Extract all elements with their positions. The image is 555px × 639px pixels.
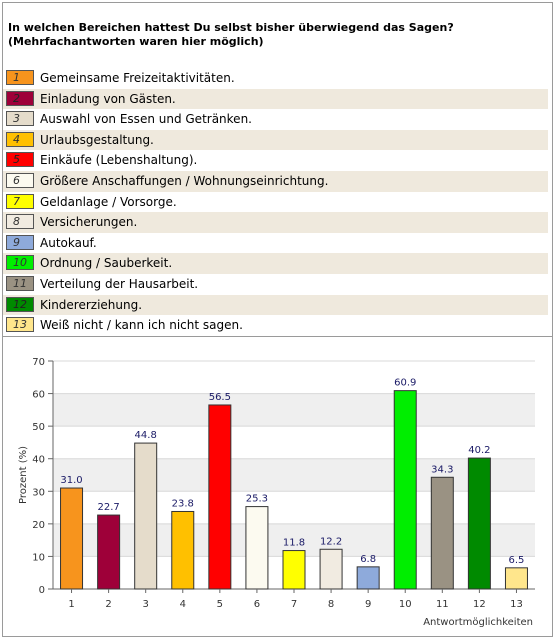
legend-label: Urlaubsgestaltung. bbox=[40, 132, 154, 147]
question-line-1: In welchen Bereichen hattest Du selbst b… bbox=[8, 21, 454, 34]
legend-label: Einladung von Gästen. bbox=[40, 91, 176, 106]
legend-item: 13 Weiß nicht / kann ich nicht sagen. bbox=[3, 315, 548, 336]
x-tick-label: 11 bbox=[436, 599, 449, 610]
y-tick-label: 20 bbox=[32, 520, 45, 531]
bar bbox=[467, 457, 491, 590]
bar-value-label: 44.8 bbox=[135, 430, 157, 441]
legend-swatch: 6 bbox=[6, 172, 34, 188]
legend-label: Geldanlage / Vorsorge. bbox=[40, 194, 177, 209]
legend-label: Ordnung / Sauberkeit. bbox=[40, 256, 173, 271]
bar bbox=[282, 550, 306, 590]
bar bbox=[97, 514, 121, 590]
legend-swatch: 12 bbox=[6, 296, 34, 312]
x-tick-label: 7 bbox=[291, 599, 297, 610]
x-tick-label: 4 bbox=[180, 599, 186, 610]
x-tick-label: 2 bbox=[105, 599, 111, 610]
divider bbox=[3, 336, 552, 337]
legend-label: Autokauf. bbox=[40, 235, 97, 250]
grid-band bbox=[53, 458, 535, 492]
legend-label: Verteilung der Hausarbeit. bbox=[40, 276, 199, 291]
bar-value-label: 22.7 bbox=[97, 502, 119, 513]
answer-legend: 1 Gemeinsame Freizeitaktivitäten. 2 Einladu… bbox=[3, 68, 552, 336]
legend-item: 12 Kindererziehung. bbox=[3, 294, 548, 316]
legend-swatch: 4 bbox=[6, 131, 34, 147]
bar bbox=[504, 567, 528, 590]
bar bbox=[319, 548, 343, 590]
legend-swatch: 13 bbox=[6, 317, 34, 333]
x-tick-label: 6 bbox=[254, 599, 260, 610]
bar-value-label: 56.5 bbox=[209, 392, 231, 403]
bar-value-label: 60.9 bbox=[394, 378, 416, 389]
legend-item: 8 Versicherungen. bbox=[3, 212, 548, 233]
bar-value-label: 12.2 bbox=[320, 536, 342, 547]
legend-swatch: 7 bbox=[6, 193, 34, 209]
legend-item: 10 Ordnung / Sauberkeit. bbox=[3, 253, 548, 274]
y-axis-title: Prozent (%) bbox=[18, 446, 29, 504]
bar bbox=[134, 442, 158, 590]
question-text: In welchen Bereichen hattest Du selbst b… bbox=[8, 21, 548, 49]
bar bbox=[245, 506, 269, 590]
y-tick-label: 70 bbox=[32, 357, 45, 368]
bar bbox=[393, 390, 417, 590]
bar-value-label: 34.3 bbox=[431, 464, 453, 475]
legend-swatch: 3 bbox=[6, 111, 34, 127]
legend-label: Kindererziehung. bbox=[40, 297, 143, 312]
legend-swatch: 1 bbox=[6, 70, 34, 85]
bar bbox=[60, 487, 84, 590]
grid-band bbox=[53, 393, 535, 427]
legend-label: Versicherungen. bbox=[40, 215, 138, 230]
x-tick-label: 1 bbox=[68, 599, 74, 610]
bar-value-label: 40.2 bbox=[468, 445, 490, 456]
bar bbox=[430, 476, 454, 590]
bar bbox=[171, 510, 195, 590]
question-line-2: (Mehrfachantworten waren hier möglich) bbox=[8, 35, 264, 48]
legend-swatch: 5 bbox=[6, 152, 34, 168]
legend-item: 9 Autokauf. bbox=[3, 233, 548, 254]
x-tick-label: 9 bbox=[365, 599, 371, 610]
bar bbox=[356, 566, 380, 590]
legend-item: 7 Geldanlage / Vorsorge. bbox=[3, 192, 548, 213]
bar-value-label: 25.3 bbox=[246, 494, 268, 505]
legend-swatch: 8 bbox=[6, 214, 34, 230]
legend-swatch: 11 bbox=[6, 275, 34, 291]
legend-item: 1 Gemeinsame Freizeitaktivitäten. bbox=[3, 68, 548, 89]
bar-chart: 01020304050607031.0122.7244.8323.8456.55… bbox=[18, 357, 535, 628]
y-tick-label: 30 bbox=[32, 487, 45, 498]
legend-label: Einkäufe (Lebenshaltung). bbox=[40, 153, 198, 168]
x-tick-label: 3 bbox=[143, 599, 149, 610]
legend-swatch: 10 bbox=[6, 255, 34, 271]
x-tick-label: 13 bbox=[510, 599, 523, 610]
y-tick-label: 40 bbox=[32, 455, 45, 466]
legend-label: Weiß nicht / kann ich nicht sagen. bbox=[40, 318, 243, 333]
bar-value-label: 31.0 bbox=[60, 475, 82, 486]
legend-item: 6 Größere Anschaffungen / Wohnungseinrich… bbox=[3, 170, 548, 192]
x-axis-title: Antwortmöglichkeiten bbox=[423, 617, 533, 628]
legend-label: Gemeinsame Freizeitaktivitäten. bbox=[40, 71, 235, 85]
y-tick-label: 10 bbox=[32, 552, 45, 563]
legend-item: 5 Einkäufe (Lebenshaltung). bbox=[3, 150, 548, 171]
x-tick-label: 12 bbox=[473, 599, 486, 610]
bar bbox=[208, 404, 232, 590]
x-tick-label: 5 bbox=[217, 599, 223, 610]
legend-label: Auswahl von Essen und Getränken. bbox=[40, 112, 252, 127]
legend-item: 11 Verteilung der Hausarbeit. bbox=[3, 274, 548, 295]
y-tick-label: 0 bbox=[39, 585, 45, 596]
bar-value-label: 11.8 bbox=[283, 538, 305, 549]
x-tick-label: 10 bbox=[399, 599, 412, 610]
legend-swatch: 2 bbox=[6, 90, 34, 106]
legend-label: Größere Anschaffungen / Wohnungseinricht… bbox=[40, 173, 329, 188]
legend-swatch: 9 bbox=[6, 234, 34, 250]
legend-item: 3 Auswahl von Essen und Getränken. bbox=[3, 109, 548, 130]
x-tick-label: 8 bbox=[328, 599, 334, 610]
bar-value-label: 6.5 bbox=[509, 555, 525, 566]
bar-value-label: 6.8 bbox=[360, 554, 376, 565]
legend-item: 4 Urlaubsgestaltung. bbox=[3, 129, 548, 151]
bar-value-label: 23.8 bbox=[172, 498, 194, 509]
y-tick-label: 50 bbox=[32, 422, 45, 433]
legend-item: 2 Einladung von Gästen. bbox=[3, 88, 548, 110]
y-tick-label: 60 bbox=[32, 390, 45, 401]
